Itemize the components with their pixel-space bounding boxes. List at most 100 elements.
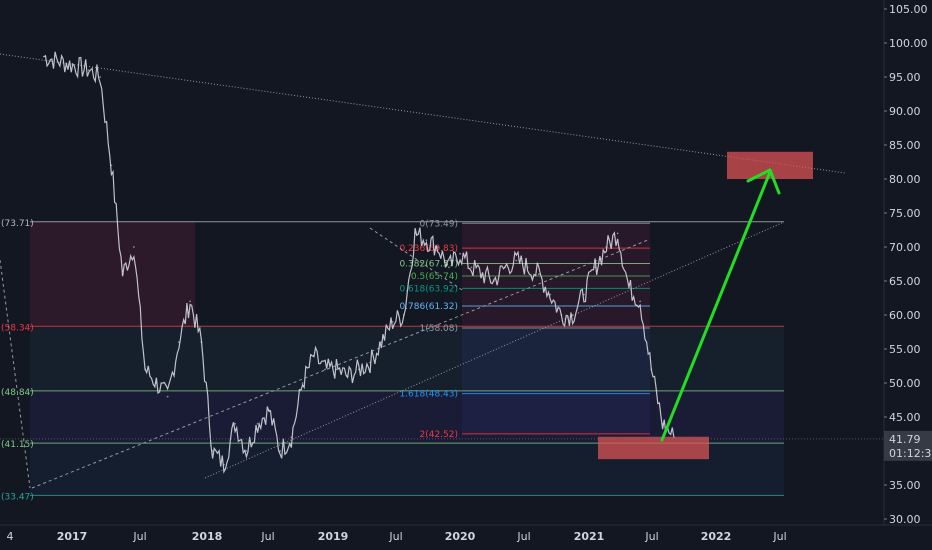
data-point	[582, 293, 585, 296]
time-axis[interactable]: 4 2017 Jul 2018 Jul 2019 Jul 2020 Jul 2021 Jul 2022…	[7, 530, 787, 543]
fib-levels: 0(73.49) 0.236(69.83) 0.382(67.57) 0.5(65.7…	[399, 219, 650, 440]
time-tick-label: Jul	[644, 530, 658, 543]
data-point	[166, 395, 169, 398]
time-tick-label: Jul	[260, 530, 274, 543]
data-point	[661, 422, 664, 425]
time-tick-label: 2022	[701, 530, 732, 543]
price-tick-label: 95.00	[889, 71, 921, 84]
projection-arrow[interactable]	[660, 168, 781, 442]
data-point	[537, 273, 540, 276]
data-point	[87, 69, 90, 72]
data-point	[470, 266, 473, 269]
data-point	[42, 55, 45, 58]
price-series-line	[43, 51, 675, 474]
data-point	[357, 368, 360, 371]
data-point	[267, 409, 270, 412]
ascending-trendline-lower	[31, 239, 649, 489]
price-tick-label: 75.00	[889, 207, 921, 220]
level-label: (33.47)	[1, 492, 34, 502]
fib-label: 1.618(48.43)	[399, 390, 458, 400]
data-point	[616, 232, 619, 235]
level-label: (73.71)	[1, 219, 34, 229]
data-point	[99, 76, 102, 78]
zone-middle	[30, 326, 784, 391]
data-point	[279, 450, 282, 452]
data-point	[155, 382, 158, 384]
left-dashed-line	[0, 259, 31, 489]
price-tick-label: 30.00	[889, 513, 921, 526]
data-point	[256, 422, 259, 425]
time-tick-label: 4	[7, 530, 14, 543]
data-point	[447, 266, 450, 269]
data-point	[391, 320, 394, 323]
data-point	[526, 266, 529, 269]
price-tick-label: 85.00	[889, 139, 921, 152]
arrow-head	[746, 168, 781, 195]
current-price-badge	[884, 430, 932, 461]
fib-label: 0.236(69.83)	[399, 244, 458, 254]
data-point	[290, 436, 293, 439]
data-point	[414, 232, 417, 235]
price-axis[interactable]: 105.00 100.00 95.00 90.00 85.00 80.00 75.00 70.…	[884, 3, 932, 526]
time-tick-label: Jul	[516, 530, 530, 543]
data-point	[504, 266, 507, 269]
zone-upper-left	[30, 221, 195, 327]
data-point	[200, 341, 203, 344]
data-point	[380, 341, 383, 344]
current-price-value: 41.79	[889, 433, 921, 446]
time-tick-label: 2019	[318, 530, 349, 543]
price-tick-label: 80.00	[889, 173, 921, 186]
fib-label: 0.618(63.92)	[399, 284, 458, 294]
trendlines	[0, 53, 846, 489]
fib-label: 1(58.08)	[419, 324, 458, 334]
zone-lower	[30, 390, 784, 444]
fib-label: 0.382(67.57)	[399, 260, 458, 270]
time-tick-label: Jul	[132, 530, 146, 543]
data-point	[65, 62, 68, 65]
price-tick-label: 100.00	[889, 37, 928, 50]
target-box-lower[interactable]	[598, 436, 709, 460]
level-label: (41.15)	[1, 440, 34, 450]
data-point	[324, 368, 327, 371]
data-point	[549, 293, 552, 296]
price-tick-label: 55.00	[889, 343, 921, 356]
data-point	[369, 361, 372, 364]
time-tick-label: Jul	[772, 530, 786, 543]
arrow-shaft	[660, 170, 772, 442]
price-tick-label: 50.00	[889, 377, 921, 390]
fib-anchor-line	[369, 227, 463, 291]
data-point	[335, 368, 338, 371]
data-point	[627, 286, 630, 289]
price-tick-label: 70.00	[889, 241, 921, 254]
time-tick-label: Jul	[388, 530, 402, 543]
data-point	[571, 314, 574, 316]
data-point	[650, 368, 653, 371]
data-point	[605, 246, 608, 248]
fib-label: 0.786(61.32)	[399, 302, 458, 312]
data-point	[222, 463, 225, 466]
price-tick-label: 90.00	[889, 105, 921, 118]
data-point	[132, 246, 135, 248]
price-tick-label: 105.00	[889, 3, 928, 16]
bar-countdown: 01:12:30	[889, 447, 932, 460]
fib-label: 2(42.52)	[419, 430, 458, 440]
level-label: (58.34)	[1, 323, 34, 333]
time-tick-label: 2020	[445, 530, 476, 543]
fib-label: 0.5(65.74)	[411, 272, 458, 282]
descending-trendline	[0, 53, 846, 174]
data-point	[402, 314, 405, 316]
data-point	[481, 273, 484, 276]
data-point	[245, 450, 248, 452]
data-point	[346, 375, 349, 378]
fib-label: 0(73.49)	[419, 219, 458, 229]
data-point	[177, 341, 180, 344]
data-point	[312, 354, 315, 357]
data-point	[436, 246, 439, 248]
data-point	[639, 300, 642, 303]
fib-zone-bottom	[462, 328, 650, 434]
time-tick-label: 2021	[574, 530, 605, 543]
price-tick-label: 45.00	[889, 411, 921, 424]
data-point	[459, 252, 462, 255]
data-point	[515, 259, 518, 262]
